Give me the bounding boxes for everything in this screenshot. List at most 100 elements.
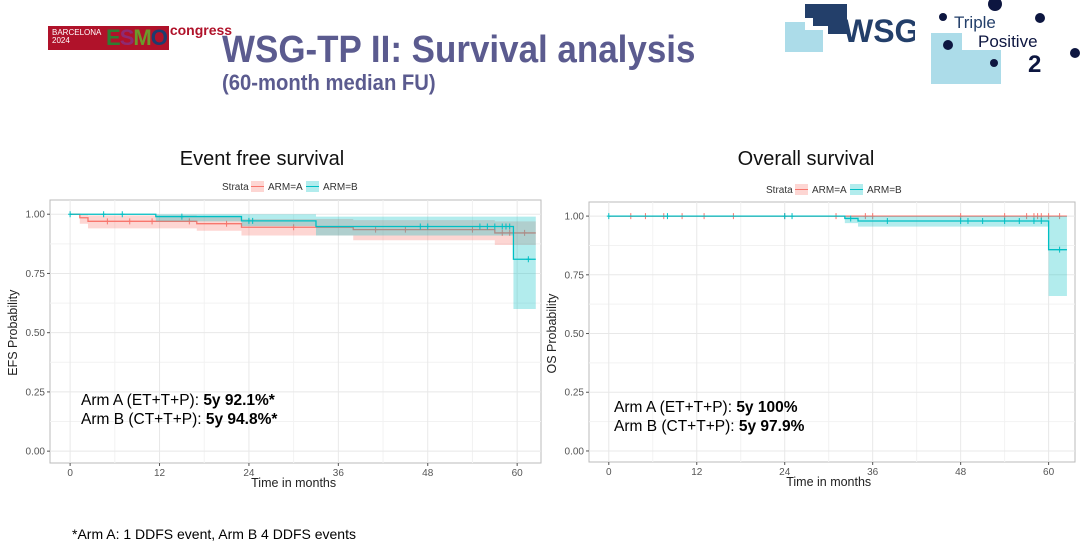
y-tick-label: 0.50 — [26, 328, 46, 339]
censor-mark — [1046, 213, 1051, 220]
efs-x-axis-label: Time in months — [251, 476, 336, 490]
censor-mark — [965, 218, 970, 225]
os-chart-title: Overall survival — [738, 148, 875, 170]
esmo-logo-congress: congress — [169, 22, 233, 38]
os-arm-b-value: 5y 97.9% — [738, 418, 805, 435]
legend-label: ARM=A — [268, 182, 303, 193]
x-tick-label: 24 — [779, 467, 791, 478]
censor-mark — [291, 224, 296, 231]
censor-mark — [187, 218, 192, 225]
censor-mark — [522, 229, 527, 236]
tp2-logo-line3: 2 — [1028, 51, 1041, 78]
x-tick-label: 24 — [243, 468, 255, 479]
y-tick-label: 0.00 — [26, 447, 46, 458]
os-chart: Overall survival Strata ARM=A ARM=B 0 12 24 36 4… — [545, 148, 1076, 489]
efs-annotation-arm-a: Arm A (ET+T+P): 5y 92.1%* — [81, 391, 277, 410]
efs-arm-b-label: Arm B (CT+T+P): — [81, 411, 206, 428]
censor-mark — [492, 223, 497, 230]
censor-mark — [101, 211, 106, 218]
page-title: WSG-TP II: Survival analysis — [222, 29, 696, 71]
censor-mark — [500, 229, 505, 236]
os-x-axis-label: Time in months — [786, 475, 871, 489]
tp2-logo-dot — [988, 0, 1002, 11]
censor-mark — [1057, 213, 1062, 220]
legend-title: Strata — [222, 182, 249, 193]
os-annotation-arm-b: Arm B (CT+T+P): 5y 97.9% — [614, 417, 804, 436]
wsg-logo: WSG — [785, 4, 915, 52]
censor-mark — [500, 223, 505, 230]
censor-mark — [1031, 218, 1036, 225]
censor-mark — [246, 217, 251, 224]
esmo-logo-city: BARCELONA 2024 — [48, 26, 104, 50]
efs-arm-b-value: 5y 94.8%* — [205, 411, 278, 428]
tp2-logo-dot — [1035, 13, 1045, 23]
efs-chart: Event free survival Strata ARM=A ARM=B 0 12 24… — [6, 148, 542, 490]
tp2-logo-line1: Triple — [954, 13, 996, 32]
censor-mark — [418, 223, 423, 230]
censor-mark — [127, 218, 132, 225]
censor-mark — [403, 226, 408, 233]
efs-annotation-arm-b: Arm B (CT+T+P): 5y 94.8%* — [81, 410, 277, 429]
censor-mark — [68, 211, 73, 218]
censor-mark — [250, 217, 255, 224]
x-tick-label: 60 — [512, 468, 524, 479]
x-tick-label: 48 — [955, 467, 967, 478]
censor-mark — [120, 211, 125, 218]
ci-band — [608, 216, 1067, 296]
survival-curve — [70, 213, 536, 260]
os-arm-b-label: Arm B (CT+T+P): — [614, 418, 739, 435]
legend-label: ARM=A — [812, 185, 847, 196]
efs-y-axis-label: EFS Probability — [6, 289, 20, 376]
censor-mark — [885, 218, 890, 225]
censor-mark — [507, 223, 512, 230]
ci-band — [70, 214, 536, 309]
y-tick-label: 0.25 — [565, 388, 585, 399]
censor-mark — [150, 218, 155, 225]
wsg-logo-dark-block — [805, 4, 847, 34]
legend-label: ARM=B — [867, 185, 902, 196]
os-annotation: Arm A (ET+T+P): 5y 100% Arm B (CT+T+P): … — [614, 398, 804, 436]
efs-legend: Strata ARM=A ARM=B — [222, 181, 358, 193]
page-subtitle: (60-month median FU) — [222, 70, 436, 95]
tp2-logo-dot — [943, 40, 953, 50]
os-y-axis-label: OS Probability — [545, 293, 559, 374]
censor-mark — [105, 218, 110, 225]
censor-mark — [782, 213, 787, 220]
censor-mark — [507, 229, 512, 236]
censor-mark — [425, 223, 430, 230]
x-tick-label: 36 — [333, 468, 345, 479]
x-tick-label: 0 — [67, 468, 73, 479]
censor-mark — [790, 213, 795, 220]
tp2-logo-dot — [939, 13, 947, 21]
censor-mark — [179, 213, 184, 220]
censor-mark — [477, 223, 482, 230]
esmo-logo-city-name: BARCELONA — [52, 28, 102, 37]
esmo-letter: M — [133, 25, 151, 50]
censor-mark — [606, 213, 611, 220]
esmo-logo-year: 2024 — [52, 36, 70, 45]
footnote: *Arm A: 1 DDFS event, Arm B 4 DDFS event… — [72, 526, 356, 542]
x-tick-label: 12 — [691, 467, 703, 478]
survival-curve — [608, 215, 1067, 251]
censor-mark — [848, 215, 853, 222]
x-tick-label: 0 — [606, 467, 612, 478]
y-tick-label: 0.75 — [565, 270, 585, 281]
y-tick-label: 0.25 — [26, 387, 46, 398]
esmo-letter: E — [106, 25, 121, 50]
os-legend: Strata ARM=A ARM=B — [766, 184, 902, 196]
efs-chart-title: Event free survival — [180, 148, 345, 170]
wsg-logo-light-block — [785, 22, 823, 52]
x-tick-label: 60 — [1043, 467, 1055, 478]
x-tick-label: 48 — [422, 468, 434, 479]
legend-label: ARM=B — [323, 182, 358, 193]
y-tick-label: 1.00 — [565, 212, 585, 223]
censor-mark — [224, 220, 229, 227]
censor-mark — [1017, 218, 1022, 225]
y-tick-label: 1.00 — [26, 210, 46, 221]
esmo-letter: S — [119, 25, 135, 50]
efs-arm-a-value: 5y 92.1%* — [203, 392, 275, 409]
censor-mark — [503, 223, 508, 230]
x-tick-label: 36 — [867, 467, 879, 478]
